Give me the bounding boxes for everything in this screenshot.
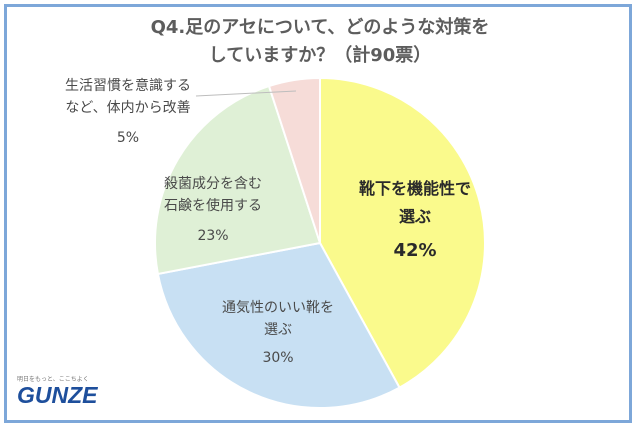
slice-label-1-line-1: 靴下を機能性で (359, 179, 471, 198)
pie-slice-4 (267, 76, 321, 244)
pie-slice-1 (319, 76, 486, 389)
chart-title-line-1: Q4.足のアセについて、どのような対策を (150, 17, 490, 38)
gunze-logo: GUNZE (17, 382, 98, 408)
slice-label-4-line-2: など、体内から改善 (65, 100, 190, 116)
leader-line (195, 90, 297, 97)
brand-logo-block: 明日をもっと、ここちよく GUNZE (17, 374, 127, 407)
pie-slice-3 (153, 84, 322, 276)
brand-tagline: 明日をもっと、ここちよく (17, 376, 89, 383)
slice-label-4-line-1: 生活習慣を意識する (65, 77, 191, 94)
slice-value-label-1: 42% (393, 240, 436, 261)
slice-label-1-line-2: 選ぶ (399, 207, 431, 226)
slice-value-label-3: 23% (197, 228, 228, 244)
slice-label-3-line-2: 石鹸を使用する (164, 197, 262, 214)
chart-title-line-2: していますか？（計90票） (208, 45, 432, 66)
slice-value-label-4: 5% (117, 130, 139, 146)
slice-value-label-2: 30% (262, 350, 293, 366)
pie-slice-2 (156, 241, 401, 410)
slice-label-2-line-2: 選ぶ (264, 322, 292, 338)
slice-label-2-line-1: 通気性のいい靴を (222, 300, 334, 316)
slice-label-3-line-1: 殺菌成分を含む (164, 176, 262, 192)
